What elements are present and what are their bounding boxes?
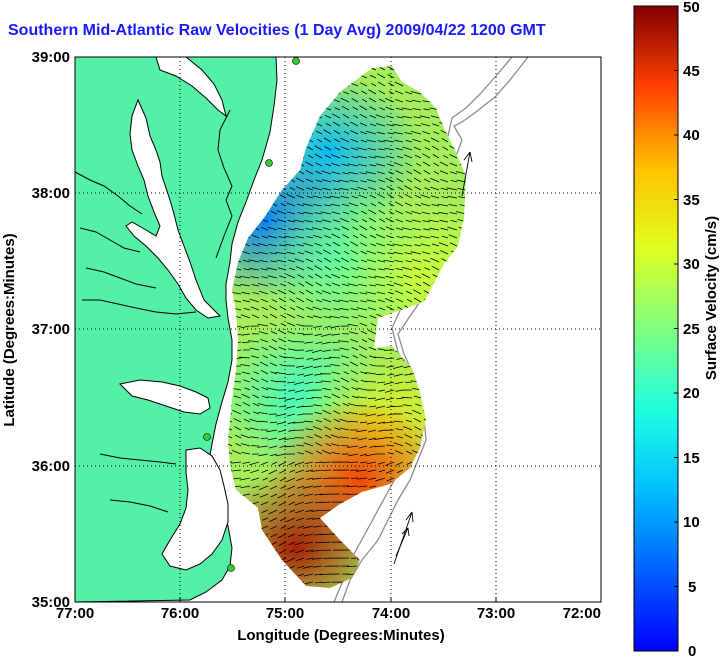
colorbar-tick-label: 10 — [683, 514, 700, 531]
x-tick-marks — [74, 597, 602, 602]
rappahannock-river — [79, 227, 141, 253]
y-axis-label: Latitude (Degrees:Minutes) — [1, 233, 18, 426]
isobath-outer — [341, 57, 529, 602]
x-tick-label: 76:00 — [161, 605, 199, 622]
colorbar-tick-label: 0 — [688, 643, 696, 659]
colorbar-tick-label: 25 — [683, 321, 700, 338]
x-axis-label: Longitude (Degrees:Minutes) — [237, 627, 445, 644]
delaware-bay — [155, 57, 227, 118]
y-tick-label: 39:00 — [32, 49, 70, 66]
potomac-river — [75, 171, 143, 215]
x-tick-label: 73:00 — [477, 605, 515, 622]
colorbar-tick-label: 15 — [683, 450, 700, 467]
x-tick-label: 72:00 — [563, 605, 601, 622]
colorbar — [633, 5, 679, 652]
chesapeake-bay — [125, 98, 222, 319]
x-tick-label: 77:00 — [56, 605, 94, 622]
station-marker — [265, 159, 273, 167]
colorbar-tick-label: 45 — [683, 63, 700, 80]
station-marker — [227, 564, 235, 572]
grid — [75, 57, 601, 602]
hf-radar-stations — [203, 57, 300, 572]
station-marker — [292, 57, 300, 65]
isobath-inner — [333, 57, 513, 602]
colorbar-tick-label: 5 — [688, 579, 696, 596]
y-tick-label: 35:00 — [32, 594, 70, 611]
pamlico-sound — [161, 447, 229, 571]
inland-rivers-south — [99, 453, 177, 513]
offshore-vectors — [393, 151, 473, 565]
colorbar-tick-label: 35 — [683, 192, 700, 209]
y-tick-label: 36:00 — [32, 458, 70, 475]
albemarle-sound — [118, 379, 211, 415]
x-tick-label: 74:00 — [372, 605, 410, 622]
york-river — [85, 267, 157, 289]
station-marker — [203, 433, 211, 441]
y-tick-label: 38:00 — [32, 185, 70, 202]
colorbar-tick-marks — [674, 70, 678, 587]
speed-region-eastern-edge — [327, 195, 466, 355]
plot-frame — [74, 56, 602, 603]
map-title: Southern Mid-Atlantic Raw Velocities (1 … — [8, 22, 546, 39]
delmarva-inlets — [215, 109, 233, 259]
james-river — [82, 299, 197, 315]
colorbar-tick-label: 50 — [683, 0, 700, 16]
y-tick-label: 37:00 — [32, 321, 70, 338]
colorbar-tick-label: 40 — [683, 127, 700, 144]
colorbar-tick-label: 30 — [683, 256, 700, 273]
x-tick-label: 75:00 — [266, 605, 304, 622]
colorbar-label: Surface Velocity (cm/s) — [703, 216, 720, 380]
colorbar-tick-label: 20 — [683, 385, 700, 402]
